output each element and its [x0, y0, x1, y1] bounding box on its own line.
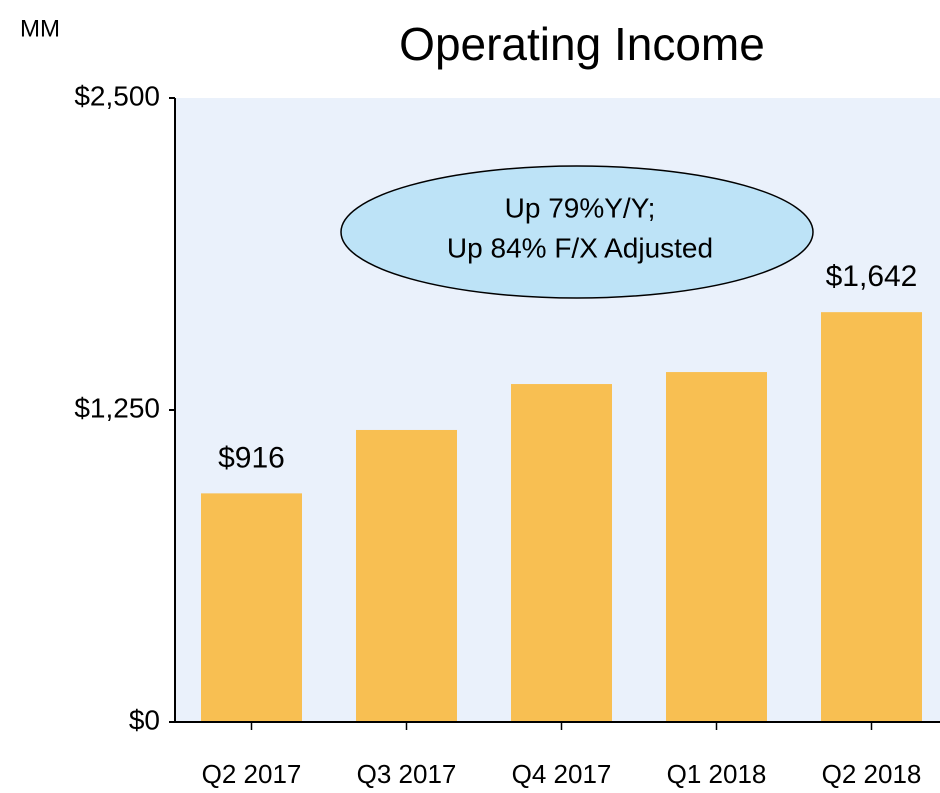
bar — [201, 493, 302, 722]
bar — [511, 384, 612, 722]
x-tick-label: Q3 2017 — [357, 759, 457, 789]
x-tick-label: Q4 2017 — [512, 759, 612, 789]
callout-ellipse — [340, 165, 814, 299]
value-label: $916 — [218, 441, 285, 474]
bar — [356, 429, 457, 722]
x-tick-label: Q2 2017 — [202, 759, 302, 789]
x-tick-label: Q1 2018 — [667, 759, 767, 789]
y-tick-label: $1,250 — [74, 392, 160, 423]
bar — [666, 372, 767, 722]
callout-text: Up 84% F/X Adjusted — [447, 232, 713, 263]
value-label: $1,642 — [826, 260, 918, 293]
callout-text: Up 79%Y/Y; — [505, 192, 656, 223]
unit-label: MM — [20, 15, 60, 42]
bar — [821, 312, 922, 722]
y-tick-label: $2,500 — [74, 80, 160, 111]
x-tick-label: Q2 2018 — [822, 759, 922, 789]
chart-title: Operating Income — [399, 18, 765, 70]
y-tick-label: $0 — [129, 704, 160, 735]
